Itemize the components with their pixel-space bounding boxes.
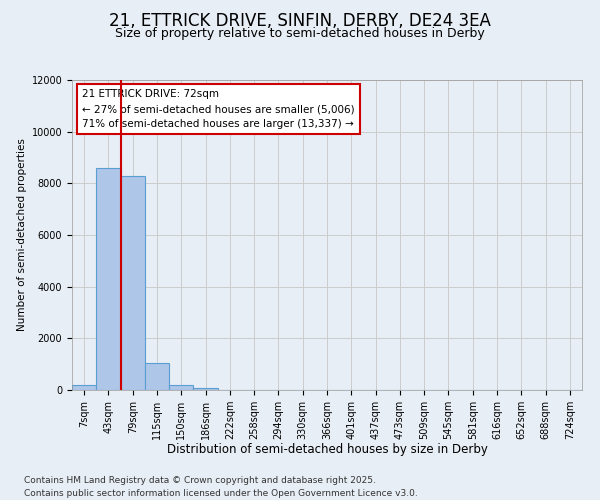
Bar [121, 176, 145, 390]
Bar [169, 385, 193, 390]
Text: Contains HM Land Registry data © Crown copyright and database right 2025.
Contai: Contains HM Land Registry data © Crown c… [24, 476, 418, 498]
Bar [72, 385, 96, 390]
Text: 21 ETTRICK DRIVE: 72sqm
← 27% of semi-detached houses are smaller (5,006)
71% of: 21 ETTRICK DRIVE: 72sqm ← 27% of semi-de… [82, 90, 355, 129]
Y-axis label: Number of semi-detached properties: Number of semi-detached properties [17, 138, 28, 332]
Bar [145, 363, 169, 390]
Bar [96, 168, 121, 390]
X-axis label: Distribution of semi-detached houses by size in Derby: Distribution of semi-detached houses by … [167, 444, 487, 456]
Bar [193, 388, 218, 390]
Text: Size of property relative to semi-detached houses in Derby: Size of property relative to semi-detach… [115, 28, 485, 40]
Text: 21, ETTRICK DRIVE, SINFIN, DERBY, DE24 3EA: 21, ETTRICK DRIVE, SINFIN, DERBY, DE24 3… [109, 12, 491, 30]
